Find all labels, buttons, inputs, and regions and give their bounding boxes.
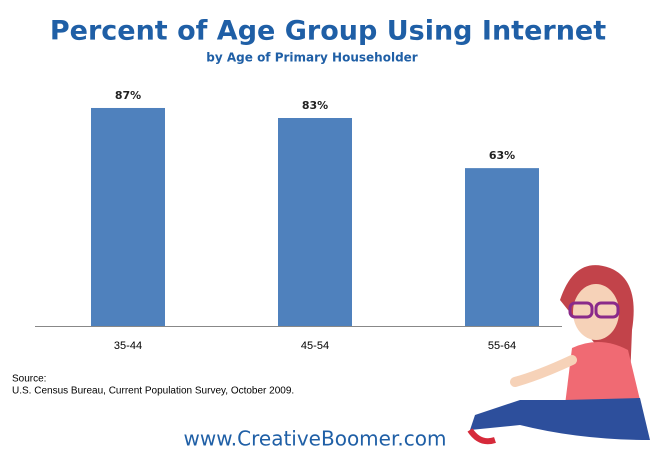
value-label: 87%: [115, 89, 141, 102]
website: www.CreativeBoomer.com: [184, 427, 447, 451]
x-tick-label: 55-64: [488, 340, 516, 352]
shoe: [467, 428, 496, 445]
source: U.S. Census Bureau, Current Population S…: [12, 386, 294, 397]
source-label: Source:: [12, 374, 46, 385]
chart-subtitle: by Age of Primary Householder: [206, 51, 418, 65]
jeans: [470, 398, 650, 440]
value-label: 83%: [302, 99, 328, 112]
bar: [465, 168, 539, 326]
arm: [510, 355, 577, 387]
value-label: 63%: [489, 149, 515, 162]
shirt: [565, 341, 640, 405]
glasses: [594, 301, 620, 319]
bar: [278, 118, 352, 326]
x-tick-label: 35-44: [114, 340, 142, 352]
x-tick-label: 45-54: [301, 340, 329, 352]
illustration: [467, 265, 650, 445]
bar: [91, 107, 165, 326]
chart-title: Percent of Age Group Using Internet: [50, 16, 606, 47]
glasses: [568, 301, 594, 319]
